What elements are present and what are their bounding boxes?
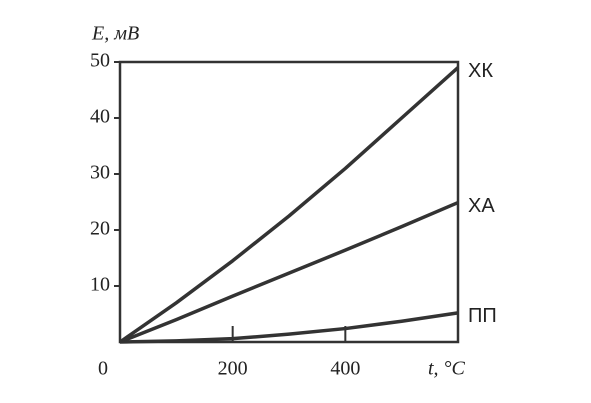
x-tick-label: 0 (98, 358, 108, 380)
series-line (119, 66, 460, 344)
series-label: ХА (468, 195, 495, 217)
y-axis-label: E, мВ (91, 23, 139, 45)
y-tick-label: 10 (90, 274, 110, 296)
y-tick-label: 40 (90, 106, 110, 128)
series-label: ПП (468, 305, 497, 327)
y-tick-label: 20 (90, 218, 110, 240)
series-line (119, 200, 459, 344)
y-tick-label: 30 (90, 162, 110, 184)
y-tick-label: 50 (90, 50, 110, 72)
series-label: ХК (468, 60, 493, 82)
x-axis-label: t, °C (428, 358, 466, 380)
x-tick-label: 200 (218, 358, 248, 380)
series-line (119, 311, 459, 344)
x-tick-label: 400 (330, 358, 360, 380)
plot-frame (118, 60, 460, 344)
